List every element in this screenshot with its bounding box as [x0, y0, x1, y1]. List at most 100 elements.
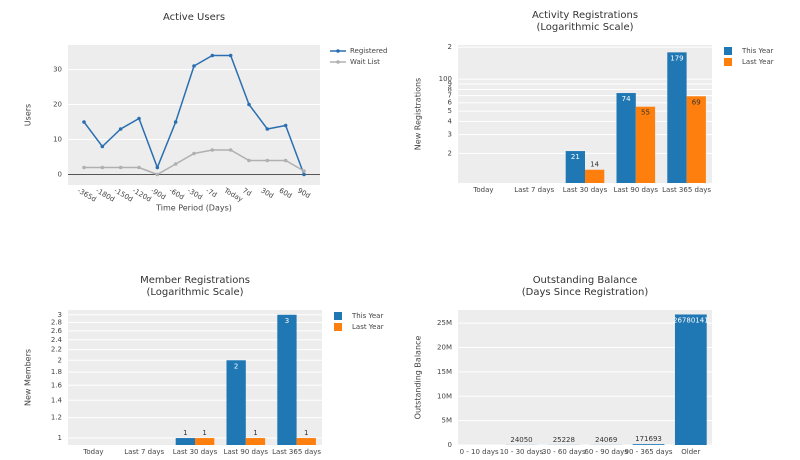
line-point: [118, 165, 123, 170]
x-tick-label: Older: [681, 448, 700, 456]
x-tick-label: 30 - 60 days: [542, 448, 586, 456]
bar: [195, 438, 215, 445]
y-tick-label: 15M: [437, 368, 452, 376]
chart-subtitle: (Logarithmic Scale): [146, 287, 243, 298]
line-point: [265, 127, 270, 131]
legend-swatch: [334, 323, 342, 331]
bar: [616, 93, 636, 183]
y-tick-label: 3: [58, 311, 62, 319]
line-point: [155, 165, 160, 170]
chart-title: Activity Registrations: [532, 10, 638, 21]
line-point: [228, 53, 233, 58]
x-tick-label: Last 30 days: [173, 448, 218, 456]
y-tick-label: 10M: [437, 392, 452, 400]
x-tick-label: -90d: [149, 187, 167, 202]
legend-label: Last Year: [352, 323, 384, 331]
data-label: 24069: [595, 436, 617, 444]
x-tick-label: 90 - 365 days: [625, 448, 673, 456]
data-label: 1: [183, 429, 187, 437]
data-label: 14: [590, 161, 599, 169]
y-tick-label: 2: [448, 149, 452, 157]
bar: [674, 314, 707, 445]
x-tick-label: Last 7 days: [124, 448, 164, 456]
x-tick-label: 60d: [278, 187, 294, 201]
plot-background: [458, 310, 712, 445]
data-label: 55: [641, 109, 650, 117]
data-label: 24050: [510, 436, 532, 444]
x-tick-label: Last 7 days: [514, 186, 554, 194]
line-point: [247, 102, 251, 107]
line-point: [137, 116, 141, 121]
y-axis-label: New Members: [24, 349, 33, 406]
x-tick-label: Last 90 days: [614, 186, 659, 194]
x-tick-label: 0 - 10 days: [460, 448, 499, 456]
x-tick-label: 30d: [259, 187, 275, 201]
y-tick-label: 2.6: [51, 327, 63, 335]
chart-title: Outstanding Balance: [533, 275, 638, 286]
legend-label: This Year: [351, 312, 383, 320]
y-tick-label: 0: [448, 441, 452, 449]
data-label: 1: [253, 429, 257, 437]
y-tick-label: 20: [53, 101, 62, 109]
chart-title: Active Users: [163, 12, 225, 23]
data-label: 69: [692, 98, 701, 106]
bar: [667, 52, 687, 183]
line-point: [210, 53, 215, 58]
legend-marker: [336, 60, 340, 64]
line-point: [155, 172, 160, 177]
legend-swatch: [334, 312, 342, 320]
bar: [175, 438, 195, 445]
x-axis-label: Time Period (Days): [155, 204, 232, 213]
line-point: [302, 172, 306, 177]
data-label: 74: [622, 95, 631, 103]
x-tick-label: Today: [82, 448, 103, 456]
x-tick-label: -150d: [113, 187, 135, 204]
data-label: 21: [571, 153, 580, 161]
y-axis-label: Outstanding Balance: [414, 336, 423, 420]
x-tick-label: -60d: [168, 187, 186, 202]
y-tick-label: 25M: [437, 319, 452, 327]
x-tick-label: Last 365 days: [272, 448, 321, 456]
y-tick-label: 1.4: [51, 396, 63, 404]
x-tick-label: Today: [222, 186, 244, 204]
y-tick-label: 1.8: [51, 368, 62, 376]
legend-label: This Year: [741, 47, 773, 55]
y-tick-label: 2.8: [51, 319, 62, 327]
x-tick-label: Last 30 days: [563, 186, 608, 194]
line-point: [173, 162, 178, 166]
line-point: [192, 151, 196, 156]
legend-label: Registered: [350, 47, 387, 55]
line-point: [82, 120, 86, 124]
chart-subtitle: (Days Since Registration): [522, 287, 649, 298]
data-label: 1: [304, 429, 308, 437]
data-label: 3: [285, 317, 289, 325]
bar: [632, 444, 665, 445]
line-point: [100, 165, 105, 170]
line-point: [137, 165, 141, 170]
y-tick-label: 1: [58, 434, 62, 442]
y-tick-label: 9: [448, 80, 452, 88]
data-label: 1: [202, 429, 206, 437]
chart-panel: Outstanding Balance(Days Since Registrat…: [414, 275, 712, 456]
line-point: [283, 123, 288, 128]
y-tick-label: 2: [58, 356, 62, 364]
line-point: [82, 165, 86, 170]
y-tick-label: 2.2: [51, 346, 62, 354]
y-tick-label: 8: [448, 85, 452, 93]
y-tick-label: 30: [53, 66, 62, 74]
bar: [277, 314, 297, 445]
x-tick-label: Today: [472, 186, 493, 194]
y-tick-label: 1.2: [51, 414, 62, 422]
data-label: 26780141: [673, 316, 709, 324]
bar: [296, 438, 316, 445]
chart-panel: Member Registrations(Logarithmic Scale) N…: [24, 275, 384, 456]
line-point: [247, 158, 251, 163]
x-tick-label: 60 - 90 days: [584, 448, 628, 456]
y-tick-label: 5M: [442, 417, 453, 425]
y-tick-label: 4: [448, 117, 453, 125]
line-point: [192, 64, 196, 68]
legend-swatch: [724, 47, 732, 55]
legend-label: Last Year: [742, 58, 774, 66]
y-tick-label: 10: [53, 136, 62, 144]
y-tick-label: 1.6: [51, 381, 63, 389]
